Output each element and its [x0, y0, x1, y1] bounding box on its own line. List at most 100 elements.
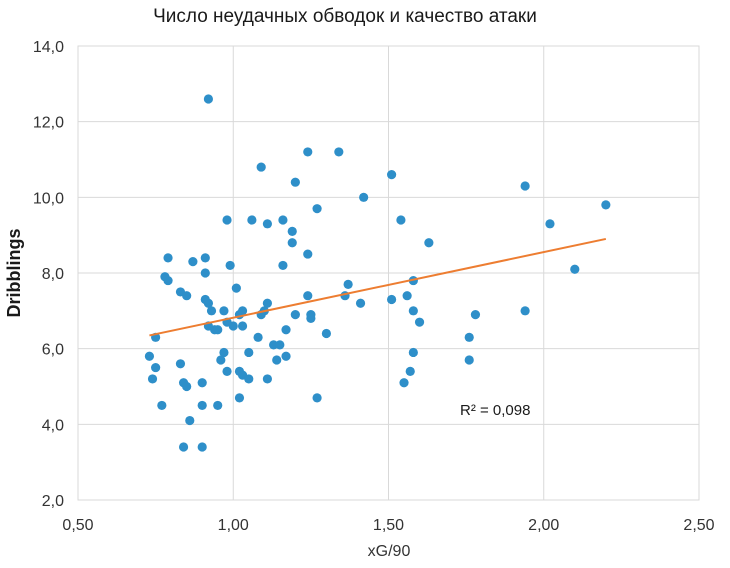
- data-point: [182, 381, 192, 392]
- data-point: [206, 306, 217, 316]
- data-point: [262, 219, 273, 229]
- data-point: [272, 355, 282, 365]
- data-point: [303, 291, 313, 301]
- data-point: [244, 347, 254, 358]
- data-point: [147, 374, 158, 384]
- data-point: [601, 200, 611, 210]
- trendline: [149, 237, 607, 337]
- data-point: [151, 362, 161, 373]
- data-point: [197, 378, 207, 388]
- data-point: [278, 215, 288, 225]
- data-point: [200, 253, 210, 263]
- x-tick-label: 2,50: [683, 517, 714, 534]
- data-point: [228, 321, 238, 331]
- data-point: [470, 310, 481, 320]
- data-point: [219, 347, 229, 358]
- data-point: [182, 291, 192, 301]
- data-point: [197, 442, 207, 452]
- data-point: [253, 332, 263, 342]
- x-tick-label: 2,00: [528, 517, 559, 534]
- data-point: [262, 374, 273, 384]
- data-point: [262, 298, 273, 308]
- x-tick-label: 1,00: [218, 517, 249, 534]
- data-point: [414, 317, 425, 327]
- data-point: [197, 400, 207, 411]
- data-point: [396, 215, 406, 225]
- y-axis-label: Dribblings: [4, 229, 24, 318]
- x-axis-label: xG/90: [368, 543, 411, 560]
- data-point: [464, 332, 474, 342]
- data-point: [178, 442, 189, 452]
- data-point: [219, 306, 229, 316]
- data-point: [256, 162, 266, 172]
- data-point: [408, 306, 418, 316]
- data-point: [312, 393, 322, 403]
- data-point: [355, 298, 366, 308]
- data-point: [343, 279, 353, 289]
- data-point: [244, 374, 254, 384]
- gridlines: [77, 45, 700, 501]
- y-tick-label: 8,0: [42, 266, 64, 283]
- data-point: [405, 366, 415, 376]
- data-point: [387, 170, 397, 180]
- data-point: [163, 275, 173, 286]
- data-point: [359, 192, 369, 202]
- data-point: [163, 253, 173, 263]
- data-points: [144, 94, 611, 452]
- data-point: [520, 181, 530, 191]
- data-point: [213, 400, 223, 411]
- x-tick-labels: 0,50 1,00 1,50 2,00 2,50: [62, 517, 714, 534]
- data-point: [216, 355, 226, 365]
- y-tick-label: 4,0: [42, 417, 64, 434]
- data-point: [334, 147, 344, 157]
- data-point: [545, 219, 555, 229]
- y-tick-label: 14,0: [33, 39, 64, 56]
- x-tick-label: 0,50: [62, 517, 93, 534]
- data-point: [399, 378, 409, 388]
- x-tick-label: 1,50: [373, 517, 404, 534]
- data-point: [290, 310, 300, 320]
- data-point: [175, 359, 186, 369]
- data-point: [203, 94, 214, 104]
- data-point: [408, 347, 418, 358]
- y-tick-label: 2,0: [42, 493, 64, 510]
- data-point: [306, 313, 316, 323]
- data-point: [321, 328, 331, 339]
- y-tick-label: 6,0: [42, 342, 64, 359]
- data-point: [203, 298, 214, 308]
- data-point: [213, 325, 223, 335]
- data-point: [402, 291, 412, 301]
- data-point: [144, 351, 155, 361]
- data-point: [520, 306, 530, 316]
- data-point: [303, 249, 313, 259]
- data-point: [247, 215, 257, 225]
- data-point: [225, 260, 235, 271]
- data-point: [200, 268, 210, 278]
- data-point: [387, 294, 397, 305]
- data-point: [287, 226, 297, 236]
- data-point: [222, 366, 232, 376]
- data-point: [275, 340, 285, 350]
- chart-title: Число неудачных обводок и качество атаки: [153, 6, 537, 27]
- y-tick-labels: 2,0 4,0 6,0 8,0 10,0 12,0 14,0: [33, 39, 64, 510]
- y-tick-label: 10,0: [33, 190, 64, 207]
- data-point: [570, 264, 580, 274]
- data-point: [157, 400, 167, 411]
- data-point: [464, 355, 474, 365]
- data-point: [234, 393, 245, 403]
- data-point: [424, 238, 434, 248]
- data-point: [303, 147, 313, 157]
- r-squared-label: R² = 0,098: [460, 402, 530, 419]
- data-point: [185, 415, 195, 426]
- data-point: [231, 283, 241, 293]
- data-point: [281, 325, 291, 335]
- y-tick-label: 12,0: [33, 115, 64, 132]
- data-point: [237, 321, 248, 331]
- data-point: [287, 238, 297, 248]
- data-point: [312, 204, 322, 214]
- data-point: [290, 177, 300, 187]
- data-point: [188, 257, 198, 267]
- data-point: [278, 260, 288, 271]
- data-point: [222, 215, 232, 225]
